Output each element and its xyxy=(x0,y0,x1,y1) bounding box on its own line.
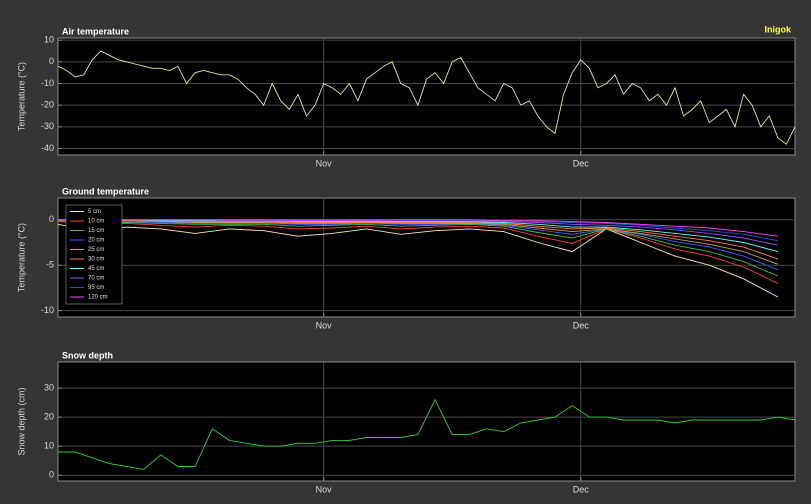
legend-label: 5 cm xyxy=(88,209,101,215)
data-line xyxy=(57,219,779,265)
data-line xyxy=(57,221,779,284)
legend-label: 10 cm xyxy=(88,219,104,225)
legend-label: 20 cm xyxy=(88,238,104,244)
y-tick-label: -20 xyxy=(41,100,54,110)
axes xyxy=(57,361,796,482)
chart-title: Ground temperature xyxy=(62,186,149,196)
station-label: Inigok xyxy=(765,24,792,34)
y-tick-label: 0 xyxy=(49,56,54,66)
x-tick-label: Dec xyxy=(573,484,590,494)
y-tick-label: -10 xyxy=(41,78,54,88)
legend-label: 30 cm xyxy=(88,257,104,263)
legend-label: 70 cm xyxy=(88,276,104,282)
data-line xyxy=(57,219,779,271)
y-tick-label: -5 xyxy=(46,260,54,270)
data-line xyxy=(57,220,779,277)
x-tick-label: Dec xyxy=(573,158,590,168)
y-tick-label: 0 xyxy=(49,470,54,480)
data-line xyxy=(58,398,796,470)
legend-label: 120 cm xyxy=(88,295,108,301)
y-tick-label: 20 xyxy=(44,412,54,422)
axes xyxy=(57,197,796,318)
legend-label: 45 cm xyxy=(88,266,104,272)
data-line xyxy=(58,219,778,237)
legend-label: 15 cm xyxy=(88,228,104,234)
y-axis-label: Temperature (°C) xyxy=(16,223,26,292)
y-axis-label: Snow depth (cm) xyxy=(16,387,26,455)
x-tick-label: Dec xyxy=(573,320,590,330)
axes xyxy=(57,37,796,156)
chart-title: Snow depth xyxy=(62,350,113,360)
y-tick-label: 30 xyxy=(44,382,54,392)
legend: 5 cm 10 cm 15 cm 20 cm 25 cm 30 cm 45 cm 70 cm 9… xyxy=(65,204,123,305)
y-tick-label: -30 xyxy=(41,121,54,131)
data-line xyxy=(58,219,779,253)
y-tick-label: -10 xyxy=(41,305,54,315)
x-tick-label: Nov xyxy=(316,158,333,168)
y-tick-label: 0 xyxy=(49,214,54,224)
y-axis-label: Temperature (°C) xyxy=(16,62,26,131)
legend-label: 25 cm xyxy=(88,247,104,253)
chart-title: Air temperature xyxy=(62,26,129,36)
x-tick-label: Nov xyxy=(316,320,333,330)
y-tick-label: -40 xyxy=(41,143,54,153)
legend-label: 95 cm xyxy=(88,285,104,291)
data-line xyxy=(57,223,779,298)
x-tick-label: Nov xyxy=(316,484,333,494)
data-line xyxy=(57,50,796,145)
y-tick-label: 10 xyxy=(44,441,54,451)
y-tick-label: 10 xyxy=(44,35,54,45)
